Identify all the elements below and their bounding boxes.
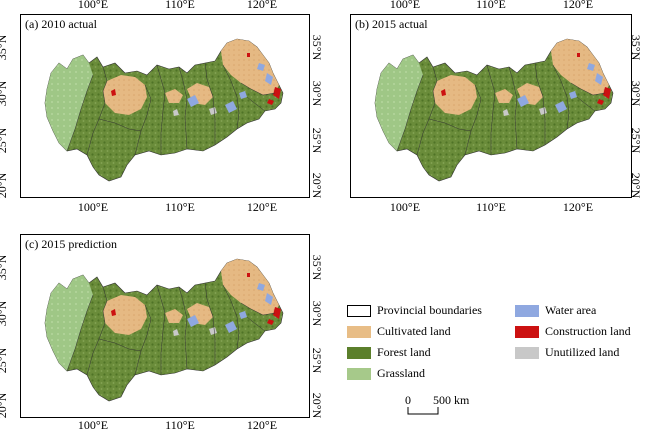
x-tick-bottom: 110°E [165, 200, 195, 214]
legend-label: Construction land [545, 324, 631, 338]
x-tick-bottom: 100°E [77, 418, 109, 432]
y-tick-right: 30°N [310, 80, 325, 107]
y-tick-left: 30°N [0, 300, 10, 327]
map-panel-2010-actual: 100°E 110°E 120°E (a) 2010 actual 35°N 3… [0, 0, 335, 214]
x-tick-top: 100°E [389, 0, 421, 11]
y-tick-right: 35°N [629, 34, 644, 61]
y-tick-right: 25°N [310, 347, 325, 374]
scale-bar-zero: 0 [405, 393, 411, 407]
y-tick-right: 25°N [629, 127, 644, 154]
map-frame: (c) 2015 prediction [20, 234, 310, 418]
forest-land-swatch [347, 346, 371, 359]
y-tick-right: 35°N [310, 34, 325, 61]
y-tick-left: 35°N [0, 254, 10, 281]
legend-label: Unutilized land [545, 345, 620, 359]
map-panel-2015-actual: 100°E 110°E 120°E (b) 2015 actual 35°N 3… [330, 0, 650, 214]
x-tick-bottom: 110°E [476, 200, 506, 214]
scale-bar-line [407, 407, 439, 415]
construction-land-swatch [515, 325, 539, 338]
y-tick-right: 30°N [629, 80, 644, 107]
panel-label: (a) 2010 actual [25, 17, 97, 31]
x-tick-top: 120°E [562, 0, 594, 11]
legend-label: Provincial boundaries [377, 303, 482, 317]
map-frame: (b) 2015 actual [350, 14, 632, 198]
map-frame: (a) 2010 actual [20, 14, 310, 198]
x-tick-top: 120°E [246, 0, 278, 11]
water-area-swatch [515, 304, 539, 317]
y-tick-right: 30°N [310, 300, 325, 327]
x-tick-top: 110°E [165, 0, 195, 11]
scale-bar: 0 500 km [405, 393, 485, 417]
y-tick-right: 25°N [310, 127, 325, 154]
legend-label: Cultivated land [377, 324, 451, 338]
y-tick-left: 25°N [0, 347, 10, 374]
legend-item-forest-land: Forest land [347, 345, 431, 360]
legend-item-unutilized-land: Unutilized land [515, 345, 619, 360]
y-tick-right: 35°N [310, 254, 325, 281]
grassland-swatch [347, 367, 371, 380]
legend-label: Grassland [377, 366, 425, 380]
scale-bar-value: 500 km [433, 393, 470, 407]
x-tick-bottom: 100°E [77, 200, 109, 214]
cultivated-land-swatch [347, 325, 371, 338]
legend-item-construction-land: Construction land [515, 324, 631, 339]
land-use-map [44, 38, 284, 182]
legend-label: Water area [545, 303, 597, 317]
x-tick-bottom: 120°E [562, 200, 594, 214]
legend-label: Forest land [377, 345, 431, 359]
panel-label: (c) 2015 prediction [25, 237, 117, 251]
y-tick-right: 20°N [629, 172, 644, 199]
legend-item-provincial-boundaries: Provincial boundaries [347, 303, 482, 318]
x-tick-bottom: 110°E [165, 418, 195, 432]
land-use-map [374, 38, 614, 182]
legend-item-cultivated-land: Cultivated land [347, 324, 451, 339]
y-tick-left: 25°N [0, 127, 10, 154]
unutilized-land-swatch [515, 346, 539, 359]
panel-label: (b) 2015 actual [355, 17, 428, 31]
x-tick-bottom: 100°E [389, 200, 421, 214]
legend-item-grassland: Grassland [347, 366, 425, 381]
legend: Provincial boundaries Water area Cultiva… [347, 301, 631, 423]
y-tick-right: 20°N [310, 172, 325, 199]
x-tick-bottom: 120°E [246, 418, 278, 432]
x-tick-top: 110°E [476, 0, 506, 11]
y-tick-left: 30°N [0, 80, 10, 107]
y-tick-right: 20°N [310, 392, 325, 419]
y-tick-left: 20°N [0, 392, 10, 419]
y-tick-left: 35°N [0, 34, 10, 61]
map-panel-2015-prediction: (c) 2015 prediction 35°N 30°N 25°N 20°N … [0, 222, 335, 433]
x-tick-bottom: 120°E [246, 200, 278, 214]
provincial-boundaries-swatch [347, 304, 371, 317]
legend-item-water-area: Water area [515, 303, 596, 318]
y-tick-left: 20°N [0, 172, 10, 199]
land-use-map [44, 258, 284, 402]
x-tick-top: 100°E [77, 0, 109, 11]
